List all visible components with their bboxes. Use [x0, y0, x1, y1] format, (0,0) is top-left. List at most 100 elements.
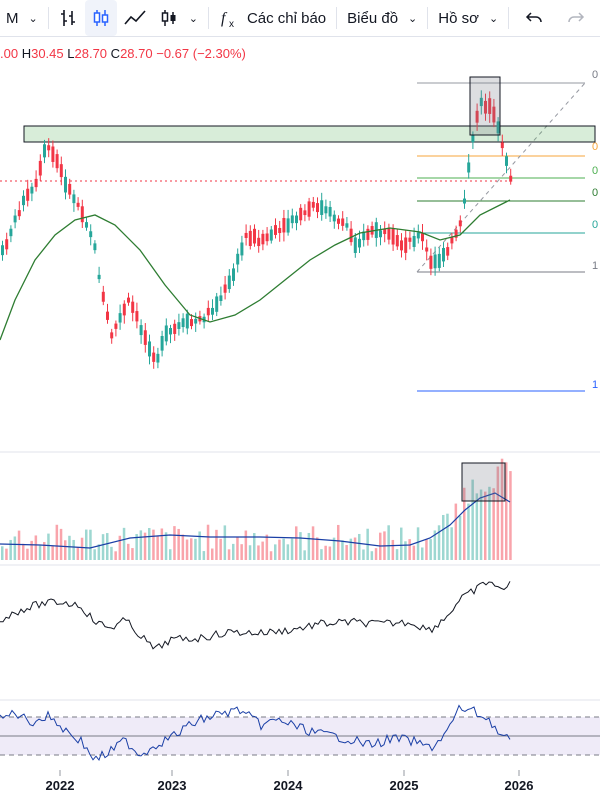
price-candle [404, 237, 408, 253]
volume-bar [160, 528, 164, 560]
volume-bar [341, 540, 344, 560]
volume-bar [34, 535, 38, 560]
volume-bar [345, 545, 348, 560]
profile-menu-button[interactable]: Hồ sơ ⌄ [432, 0, 504, 36]
toolbar-divider [336, 7, 338, 29]
legend-high-value: 30.45 [31, 46, 64, 61]
indicator-line [0, 581, 511, 650]
price-candle [299, 207, 303, 221]
volume-bar [127, 543, 130, 560]
price-candle [89, 231, 93, 238]
undo-button[interactable] [513, 0, 555, 36]
interval-label: M [6, 9, 19, 27]
volume-bar [475, 493, 479, 560]
price-candle [38, 160, 42, 176]
undo-icon [526, 12, 542, 23]
price-candle [156, 353, 160, 363]
price-candle [240, 242, 244, 256]
volume-bar [421, 547, 424, 560]
chevron-down-icon: ⌄ [188, 12, 198, 25]
volume-bar [51, 545, 54, 560]
volume-bar [72, 539, 75, 560]
volume-bar [303, 550, 306, 560]
trend-line [416, 82, 586, 273]
price-candle [282, 217, 286, 233]
volume-bar [307, 532, 311, 560]
chevron-down-icon: ⌄ [28, 12, 38, 25]
price-candle [248, 230, 252, 246]
price-candle [80, 206, 84, 223]
volume-bar [236, 536, 239, 560]
price-candle [286, 218, 290, 233]
volume-bar [505, 462, 508, 560]
volume-bar [198, 531, 201, 560]
volume-bar [353, 537, 357, 560]
volume-bar [223, 525, 227, 560]
price-candle [76, 202, 80, 207]
price-candle [463, 198, 466, 204]
price-candle [307, 201, 311, 217]
bar-style-button[interactable] [53, 0, 85, 36]
redo-button[interactable] [555, 0, 597, 36]
price-candle [30, 186, 34, 194]
volume-bar [173, 526, 176, 560]
price-candle [47, 145, 51, 151]
price-candle [118, 313, 122, 323]
x-axis-label: 2023 [158, 778, 187, 793]
price-candle [467, 162, 471, 173]
volume-bar [311, 526, 315, 560]
price-candle [454, 229, 458, 238]
price-candle [320, 200, 324, 215]
volume-bar [509, 471, 512, 560]
volume-bar [257, 545, 260, 560]
price-candle [110, 332, 114, 339]
candle-style-button[interactable] [84, 0, 117, 36]
fib-level-label: 1 [592, 379, 598, 391]
volume-bar [38, 545, 42, 560]
price-candle [471, 135, 475, 143]
price-candle [101, 291, 105, 302]
volume-bar [156, 536, 159, 560]
volume-bar [22, 543, 25, 560]
volume-bar [89, 529, 92, 560]
volume-bar [467, 503, 470, 560]
price-candle [97, 274, 101, 280]
volume-bar [286, 544, 290, 560]
hollow-candle-button[interactable]: ⌄ [153, 0, 204, 36]
price-candle [160, 336, 164, 351]
volume-bar [164, 532, 168, 560]
volume-bar [416, 527, 420, 560]
price-candle [164, 325, 168, 342]
volume-bar [148, 528, 151, 560]
price-candle [261, 233, 265, 245]
volume-bar [324, 545, 327, 560]
price-candle [274, 225, 277, 235]
chart-menu-button[interactable]: Biểu đồ ⌄ [341, 0, 423, 36]
interval-selector[interactable]: M ⌄ [0, 0, 44, 36]
volume-bar [131, 548, 134, 560]
oscillator-line [0, 704, 511, 762]
legend-close-value: 28.70 [120, 46, 153, 61]
price-candle [51, 146, 55, 162]
chart-area[interactable]: 0 0 0 0 0 1 1 2022 2023 2024 2025 2026 [0, 36, 600, 800]
line-style-button[interactable] [117, 0, 153, 36]
svg-text:x: x [229, 19, 234, 29]
volume-bar [152, 529, 155, 560]
volume-bar [17, 530, 21, 560]
volume-bar [9, 539, 12, 560]
volume-bar [114, 551, 117, 560]
moving-average-line [0, 199, 511, 341]
price-candle [257, 237, 261, 247]
volume-bar [219, 538, 222, 560]
price-candle [143, 330, 147, 345]
price-candle [223, 284, 227, 293]
volume-bar [194, 538, 197, 560]
legend-low-key: L [67, 46, 75, 61]
price-candle [370, 226, 374, 235]
price-candle [9, 228, 13, 237]
volume-bar [332, 537, 336, 560]
price-candle [181, 318, 185, 328]
price-candle [227, 275, 231, 290]
